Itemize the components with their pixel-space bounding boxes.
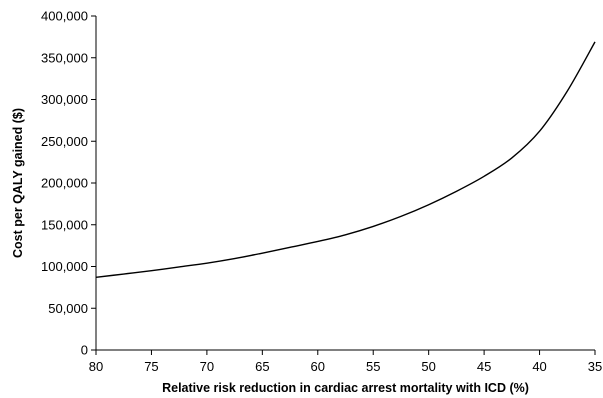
x-tick-label: 45 (477, 359, 491, 374)
x-ticks: 80 75 70 65 60 55 50 45 40 35 (89, 350, 602, 374)
y-tick-label: 350,000 (41, 50, 88, 65)
x-tick-label: 60 (311, 359, 325, 374)
y-tick-label: 50,000 (48, 301, 88, 316)
y-tick-label: 200,000 (41, 176, 88, 191)
y-tick-label: 150,000 (41, 217, 88, 232)
series-line (95, 41, 596, 279)
plot-lines (95, 41, 596, 279)
y-tick-label: 300,000 (41, 92, 88, 107)
x-tick-label: 55 (366, 359, 380, 374)
x-tick-label: 65 (255, 359, 269, 374)
y-tick-label: 400,000 (41, 9, 88, 24)
y-tick-label: 0 (81, 343, 88, 358)
y-tick-label: 100,000 (41, 259, 88, 274)
y-axis-title: Cost per QALY gained ($) (11, 108, 25, 258)
x-tick-label: 80 (89, 359, 103, 374)
x-axis-title: Relative risk reduction in cardiac arres… (162, 381, 529, 395)
y-tick-label: 250,000 (41, 134, 88, 149)
x-tick-label: 35 (588, 359, 602, 374)
axes (95, 16, 595, 351)
x-tick-label: 40 (532, 359, 546, 374)
x-tick-label: 50 (421, 359, 435, 374)
y-ticks: 0 50,000 100,000 150,000 200,000 250,000 300,0… (41, 9, 96, 358)
x-tick-label: 75 (144, 359, 158, 374)
x-tick-label: 70 (200, 359, 214, 374)
